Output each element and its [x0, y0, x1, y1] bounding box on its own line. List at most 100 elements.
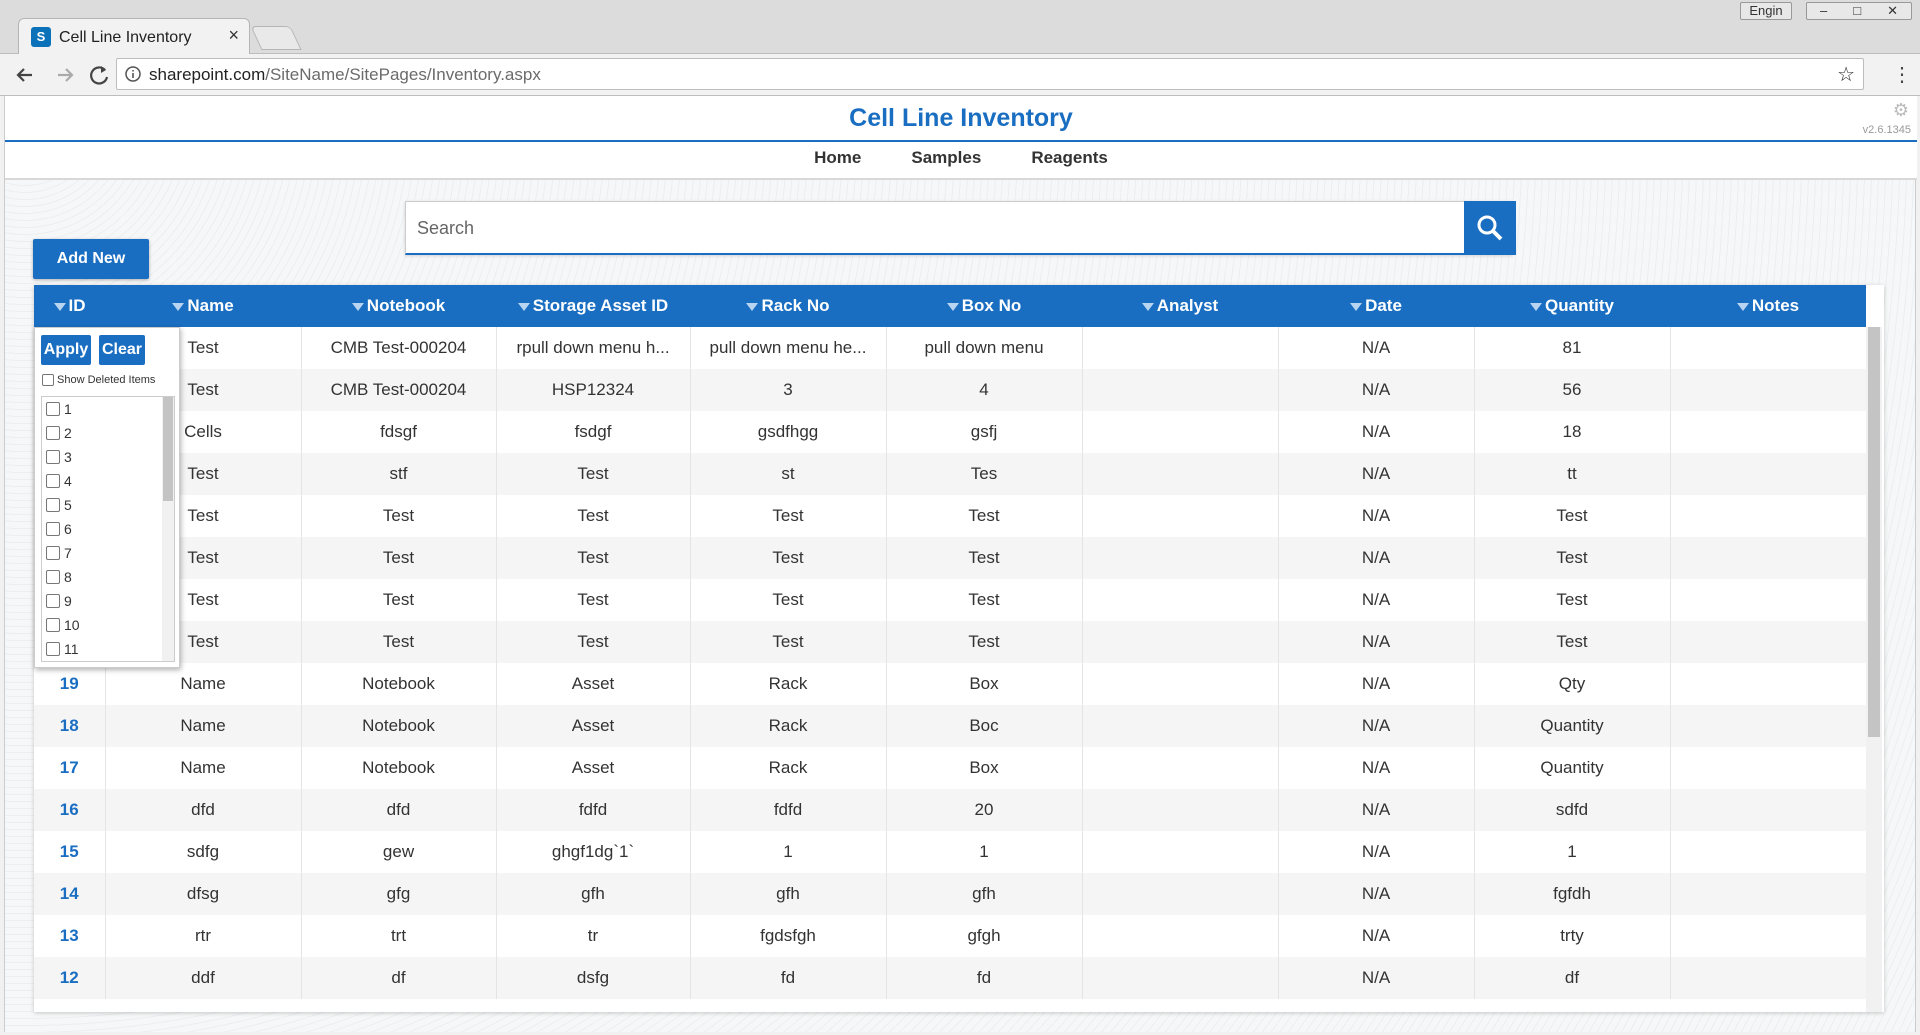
column-header[interactable]: Analyst: [1082, 285, 1278, 327]
search-box[interactable]: Search: [405, 201, 1516, 255]
column-header[interactable]: Box No: [886, 285, 1082, 327]
table-cell: 1: [886, 831, 1083, 873]
column-title: Notes: [1751, 296, 1800, 315]
column-header[interactable]: Storage Asset ID: [496, 285, 690, 327]
table-cell[interactable]: 18: [34, 705, 106, 747]
filter-option[interactable]: 7: [42, 541, 174, 565]
table-row[interactable]: Test CMB Test-000204 rpull down menu h... p…: [34, 327, 1867, 369]
tab-close[interactable]: ×: [228, 25, 239, 45]
filter-option[interactable]: 4: [42, 469, 174, 493]
table-row[interactable]: 18 Name Notebook Asset Rack Boc N/A Quantity: [34, 705, 1867, 747]
filter-icon[interactable]: [746, 302, 759, 311]
table-cell: [1082, 579, 1279, 621]
filter-option[interactable]: 11: [42, 637, 174, 661]
filter-option[interactable]: 1: [42, 397, 174, 421]
column-header[interactable]: Notes: [1670, 285, 1866, 327]
browser-tab[interactable]: S Cell Line Inventory ×: [18, 18, 250, 55]
table-cell[interactable]: 14: [34, 873, 106, 915]
nav-item[interactable]: Samples: [911, 148, 982, 167]
table-row[interactable]: 16 dfd dfd fdfd fdfd 20 N/A sdfd: [34, 789, 1867, 831]
table-cell: fdfd: [496, 789, 691, 831]
url-field[interactable]: sharepoint.com/SiteName/SitePages/Invent…: [116, 58, 1864, 90]
column-header[interactable]: Date: [1278, 285, 1474, 327]
checkbox[interactable]: [42, 374, 54, 386]
table-row[interactable]: 13 rtr trt tr fgdsfgh gfgh N/A trty: [34, 915, 1867, 957]
filter-icon[interactable]: [946, 302, 959, 311]
checkbox[interactable]: [46, 450, 60, 464]
filter-icon[interactable]: [1736, 302, 1749, 311]
filter-icon[interactable]: [1530, 302, 1543, 311]
filter-option[interactable]: 8: [42, 565, 174, 589]
filter-option[interactable]: 6: [42, 517, 174, 541]
nav-item[interactable]: Reagents: [1031, 148, 1108, 167]
table-row[interactable]: Cells fdsgf fsdgf gsdfhgg gsfj N/A 18: [34, 411, 1867, 453]
search-button[interactable]: [1464, 201, 1516, 255]
checkbox[interactable]: [46, 402, 60, 416]
table-row[interactable]: 17 Name Notebook Asset Rack Box N/A Quantity: [34, 747, 1867, 789]
column-header[interactable]: Name: [105, 285, 301, 327]
scroll-thumb[interactable]: [1868, 327, 1880, 737]
bookmark-star[interactable]: ☆: [1837, 64, 1855, 86]
checkbox[interactable]: [46, 474, 60, 488]
filter-icon[interactable]: [1141, 302, 1154, 311]
show-deleted-option[interactable]: Show Deleted Items: [42, 374, 155, 386]
filter-icon[interactable]: [1350, 302, 1363, 311]
table-cell[interactable]: 17: [34, 747, 106, 789]
checkbox[interactable]: [46, 570, 60, 584]
table-cell[interactable]: 13: [34, 915, 106, 957]
apply-button[interactable]: Apply: [41, 335, 91, 365]
scroll-thumb[interactable]: [163, 397, 173, 501]
table-row[interactable]: 19 Name Notebook Asset Rack Box N/A Qty: [34, 663, 1867, 705]
filter-option[interactable]: 3: [42, 445, 174, 469]
table-cell[interactable]: 12: [34, 957, 106, 999]
checkbox[interactable]: [46, 642, 60, 656]
window-user[interactable]: Engin: [1740, 2, 1792, 20]
checkbox[interactable]: [46, 498, 60, 512]
nav-item[interactable]: Home: [814, 148, 862, 167]
filter-option[interactable]: 5: [42, 493, 174, 517]
table-cell: fdsgf: [301, 411, 497, 453]
column-title: Name: [187, 296, 234, 315]
window-controls[interactable]: – □ ✕: [1806, 2, 1912, 20]
clear-button[interactable]: Clear: [99, 335, 145, 365]
column-header[interactable]: Notebook: [301, 285, 496, 327]
column-header[interactable]: ID: [34, 285, 105, 327]
table-cell[interactable]: 16: [34, 789, 106, 831]
table-row[interactable]: Test Test Test Test Test N/A Test: [34, 579, 1867, 621]
nav-buttons[interactable]: [14, 64, 110, 86]
option-label: 1: [64, 401, 72, 417]
table-row[interactable]: Test stf Test st Tes N/A tt: [34, 453, 1867, 495]
checkbox[interactable]: [46, 594, 60, 608]
filter-option[interactable]: 10: [42, 613, 174, 637]
table-row[interactable]: Test CMB Test-000204 HSP12324 3 4 N/A 56: [34, 369, 1867, 411]
filter-option[interactable]: 2: [42, 421, 174, 445]
checkbox[interactable]: [46, 618, 60, 632]
checkbox[interactable]: [46, 522, 60, 536]
new-tab[interactable]: [250, 26, 302, 50]
checkbox[interactable]: [46, 426, 60, 440]
table-row[interactable]: Test Test Test Test Test N/A Test: [34, 495, 1867, 537]
table-cell: dfd: [105, 789, 302, 831]
filter-icon[interactable]: [53, 302, 66, 311]
filter-option[interactable]: 9: [42, 589, 174, 613]
menu-button[interactable]: ⋮: [1892, 64, 1912, 86]
table-cell: fdfd: [690, 789, 887, 831]
table-row[interactable]: 14 dfsg gfg gfh gfh gfh N/A fgfdh: [34, 873, 1867, 915]
table-cell[interactable]: 19: [34, 663, 106, 705]
column-header[interactable]: Quantity: [1474, 285, 1670, 327]
add-new-button[interactable]: Add New: [33, 239, 149, 279]
scrollbar[interactable]: [162, 397, 174, 661]
settings-icon[interactable]: ⚙: [1892, 100, 1909, 120]
column-title: Analyst: [1156, 296, 1219, 315]
table-cell[interactable]: 15: [34, 831, 106, 873]
filter-icon[interactable]: [351, 302, 364, 311]
filter-icon[interactable]: [517, 302, 530, 311]
table-row[interactable]: 15 sdfg gew ghgf1dg`1` 1 1 N/A 1: [34, 831, 1867, 873]
column-header[interactable]: Rack No: [690, 285, 886, 327]
table-row[interactable]: 12 ddf df dsfg fd fd N/A df: [34, 957, 1867, 999]
scrollbar[interactable]: [1866, 327, 1882, 1012]
table-row[interactable]: Test Test Test Test Test N/A Test: [34, 537, 1867, 579]
table-row[interactable]: Test Test Test Test Test N/A Test: [34, 621, 1867, 663]
filter-icon[interactable]: [172, 302, 185, 311]
checkbox[interactable]: [46, 546, 60, 560]
